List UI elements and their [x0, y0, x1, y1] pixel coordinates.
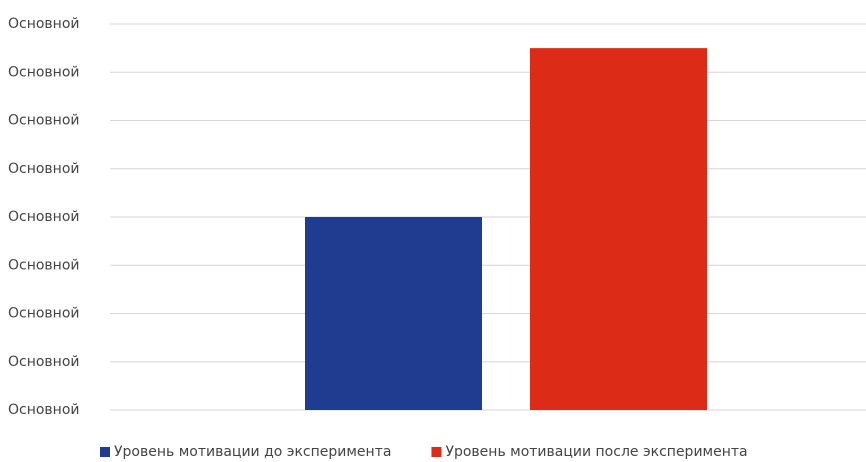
y-tick-label: Основной — [8, 306, 80, 322]
legend-swatch — [100, 447, 110, 457]
y-tick-label: Основной — [8, 209, 80, 225]
legend-label: Уровень мотивации после эксперимента — [445, 444, 747, 460]
legend-label: Уровень мотивации до эксперимента — [114, 444, 391, 460]
y-tick-label: Основной — [8, 113, 80, 129]
y-tick-label: Основной — [8, 402, 80, 418]
y-tick-label: Основной — [8, 161, 80, 177]
legend-swatch — [431, 447, 442, 457]
bar — [305, 217, 482, 410]
y-tick-label: Основной — [8, 257, 80, 273]
y-tick-label: Основной — [8, 354, 80, 370]
y-tick-label: Основной — [8, 64, 80, 80]
bar — [530, 48, 707, 410]
y-tick-label: Основной — [8, 16, 80, 32]
